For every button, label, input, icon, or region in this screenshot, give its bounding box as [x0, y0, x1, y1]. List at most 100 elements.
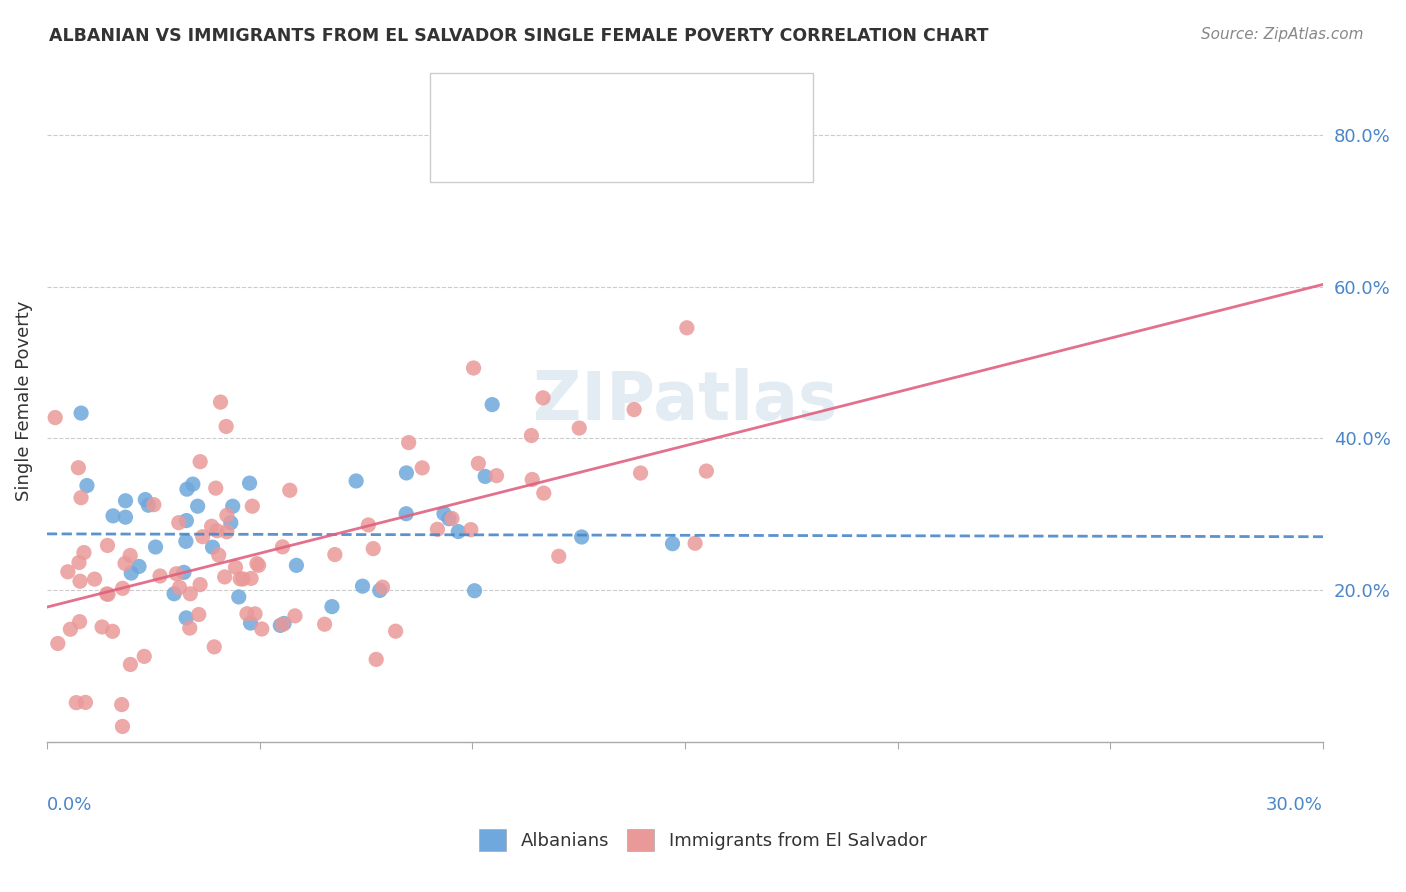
- Point: [163, 587, 186, 601]
- Point: [520, 428, 543, 442]
- Point: [179, 587, 201, 601]
- Point: [101, 508, 124, 523]
- Point: [138, 498, 160, 512]
- Point: [96, 587, 118, 601]
- Point: [181, 477, 204, 491]
- Point: [191, 530, 214, 544]
- Point: [240, 571, 263, 585]
- Point: [273, 616, 295, 631]
- Text: Source: ZipAtlas.com: Source: ZipAtlas.com: [1201, 27, 1364, 42]
- Point: [676, 321, 699, 335]
- Point: [134, 649, 156, 664]
- Point: [44, 410, 66, 425]
- Point: [344, 474, 367, 488]
- Point: [366, 652, 388, 666]
- Point: [187, 499, 209, 513]
- Point: [75, 695, 97, 709]
- Y-axis label: Single Female Poverty: Single Female Poverty: [15, 301, 32, 500]
- Point: [188, 455, 211, 469]
- Point: [169, 581, 191, 595]
- Point: [200, 519, 222, 533]
- Point: [463, 583, 485, 598]
- Point: [384, 624, 406, 639]
- Point: [314, 617, 336, 632]
- Point: [568, 421, 591, 435]
- Point: [395, 466, 418, 480]
- Point: [239, 615, 262, 630]
- Point: [228, 590, 250, 604]
- Point: [695, 464, 717, 478]
- Point: [73, 545, 96, 559]
- Point: [149, 569, 172, 583]
- Text: 0.0%: 0.0%: [46, 797, 93, 814]
- Point: [533, 486, 555, 500]
- Point: [683, 536, 706, 550]
- Point: [623, 402, 645, 417]
- Point: [120, 566, 142, 580]
- Point: [114, 493, 136, 508]
- Point: [440, 511, 463, 525]
- Point: [271, 617, 294, 632]
- Point: [463, 361, 485, 376]
- Point: [236, 607, 259, 621]
- Point: [120, 549, 142, 563]
- Point: [67, 460, 90, 475]
- Point: [321, 599, 343, 614]
- Point: [174, 611, 197, 625]
- Point: [215, 524, 238, 539]
- Point: [239, 476, 262, 491]
- Point: [368, 583, 391, 598]
- Point: [547, 549, 569, 564]
- Point: [361, 541, 384, 556]
- Point: [165, 566, 187, 581]
- Point: [65, 696, 87, 710]
- Point: [215, 508, 238, 523]
- Point: [176, 482, 198, 496]
- Point: [91, 620, 114, 634]
- Point: [357, 518, 380, 533]
- Point: [173, 566, 195, 580]
- Point: [145, 540, 167, 554]
- Point: [202, 640, 225, 654]
- Point: [522, 473, 544, 487]
- Point: [59, 622, 82, 636]
- Point: [111, 719, 134, 733]
- Point: [167, 516, 190, 530]
- Point: [285, 558, 308, 573]
- Point: [128, 559, 150, 574]
- Point: [205, 524, 228, 538]
- Point: [352, 579, 374, 593]
- Point: [232, 572, 254, 586]
- Point: [187, 607, 209, 622]
- Point: [571, 530, 593, 544]
- Point: [395, 507, 418, 521]
- Point: [214, 570, 236, 584]
- Point: [474, 469, 496, 483]
- Point: [371, 580, 394, 594]
- Point: [250, 622, 273, 636]
- Point: [201, 540, 224, 554]
- Point: [481, 398, 503, 412]
- Point: [179, 621, 201, 635]
- Point: [204, 481, 226, 495]
- Point: [269, 618, 291, 632]
- Point: [247, 558, 270, 573]
- Point: [222, 500, 245, 514]
- Point: [111, 582, 134, 596]
- Point: [447, 524, 470, 539]
- Point: [246, 557, 269, 571]
- Text: ALBANIAN VS IMMIGRANTS FROM EL SALVADOR SINGLE FEMALE POVERTY CORRELATION CHART: ALBANIAN VS IMMIGRANTS FROM EL SALVADOR …: [49, 27, 988, 45]
- Point: [433, 507, 456, 521]
- Point: [215, 419, 238, 434]
- Point: [46, 636, 69, 650]
- Point: [411, 460, 433, 475]
- Point: [209, 395, 232, 409]
- Point: [97, 587, 120, 601]
- Point: [243, 607, 266, 621]
- Point: [174, 534, 197, 549]
- Point: [630, 466, 652, 480]
- Point: [437, 512, 460, 526]
- Point: [398, 435, 420, 450]
- Point: [120, 657, 142, 672]
- Point: [176, 514, 198, 528]
